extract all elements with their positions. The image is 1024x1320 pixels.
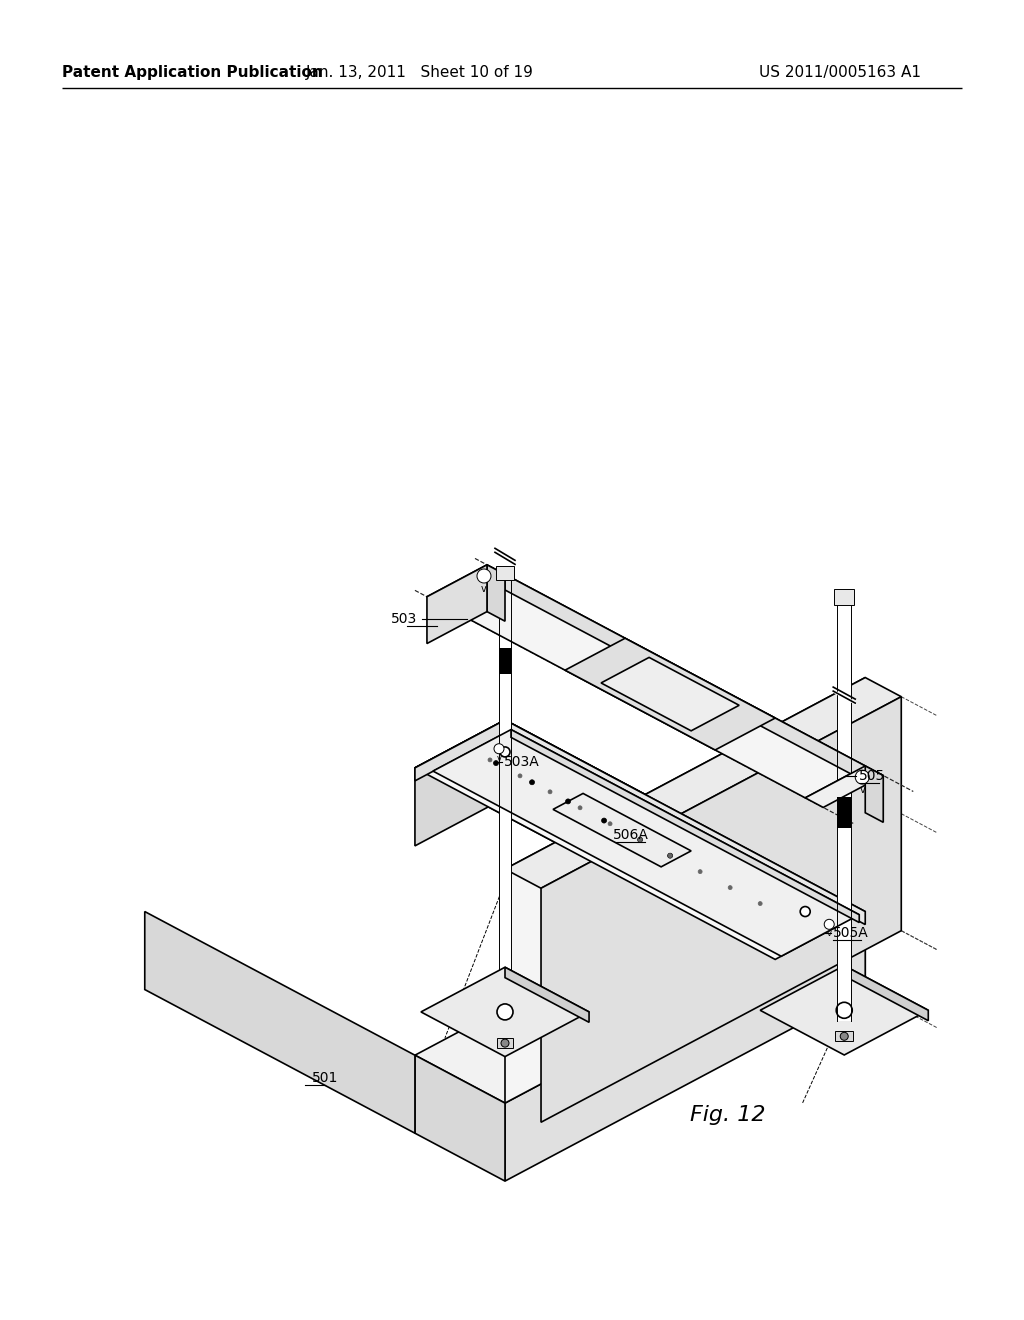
Polygon shape [499,648,511,675]
Polygon shape [415,719,865,960]
Circle shape [548,789,552,793]
Text: US 2011/0005163 A1: US 2011/0005163 A1 [759,65,921,79]
Text: 505A: 505A [834,925,869,940]
Polygon shape [499,581,511,1002]
Circle shape [497,1005,513,1020]
Text: 505: 505 [859,770,886,783]
Circle shape [855,770,869,784]
Circle shape [565,799,570,804]
Circle shape [837,1002,852,1018]
Polygon shape [805,766,884,808]
Circle shape [800,907,810,916]
Circle shape [488,758,492,762]
Polygon shape [415,719,505,781]
Text: v: v [481,583,486,594]
Circle shape [824,919,835,929]
Polygon shape [760,966,929,1055]
Bar [835,589,854,605]
Polygon shape [505,677,865,1104]
Polygon shape [487,565,505,622]
Text: 503: 503 [391,611,417,626]
Polygon shape [505,912,865,1181]
Polygon shape [836,1031,853,1041]
Polygon shape [421,968,589,1056]
Text: 501: 501 [311,1072,338,1085]
Polygon shape [415,719,505,846]
Polygon shape [844,966,929,1020]
Polygon shape [505,574,865,781]
Circle shape [841,1032,848,1040]
Polygon shape [427,565,505,606]
Polygon shape [511,730,859,923]
Circle shape [698,870,702,874]
Text: Patent Application Publication: Patent Application Publication [62,65,323,79]
Bar [496,566,514,581]
Circle shape [638,837,643,842]
Polygon shape [427,565,487,644]
Polygon shape [505,968,589,1022]
Polygon shape [445,574,865,797]
Circle shape [494,760,499,766]
Text: v: v [826,929,831,939]
Circle shape [501,1039,509,1047]
Circle shape [758,902,762,906]
Polygon shape [505,677,901,888]
Circle shape [579,805,582,809]
Polygon shape [553,793,691,867]
Circle shape [494,743,504,754]
Circle shape [518,774,522,777]
Polygon shape [601,657,739,731]
Polygon shape [541,697,901,1122]
Circle shape [668,853,673,858]
Text: v: v [497,754,502,763]
Circle shape [529,780,535,785]
Polygon shape [415,719,865,960]
Circle shape [500,747,510,756]
Circle shape [477,569,490,583]
Text: 506A: 506A [613,828,649,842]
Polygon shape [508,770,736,891]
Polygon shape [415,1055,505,1181]
Polygon shape [505,719,865,990]
Polygon shape [505,719,865,924]
Polygon shape [838,797,851,828]
Circle shape [728,886,732,890]
Polygon shape [497,1038,513,1048]
Circle shape [638,838,642,842]
Polygon shape [565,639,775,750]
Text: Fig. 12: Fig. 12 [690,1105,766,1125]
Polygon shape [496,566,514,581]
Circle shape [668,854,672,858]
Circle shape [608,822,612,826]
Polygon shape [835,589,854,605]
Polygon shape [838,605,851,1020]
Text: v: v [859,785,865,795]
Polygon shape [865,766,884,822]
Polygon shape [415,863,865,1104]
Text: Jan. 13, 2011   Sheet 10 of 19: Jan. 13, 2011 Sheet 10 of 19 [306,65,534,79]
Circle shape [601,818,606,824]
Text: 503A: 503A [504,755,540,768]
Polygon shape [144,912,415,1133]
Polygon shape [433,730,859,956]
